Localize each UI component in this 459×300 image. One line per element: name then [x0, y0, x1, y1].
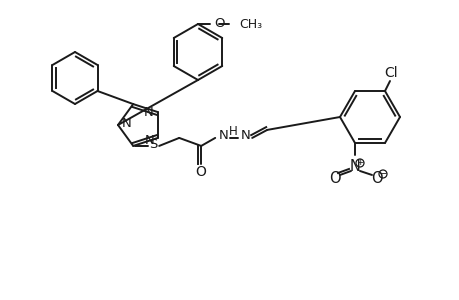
Text: −: −: [378, 169, 386, 179]
Text: N: N: [122, 116, 131, 130]
Text: N: N: [144, 106, 153, 118]
Text: O: O: [194, 165, 205, 179]
Text: N: N: [218, 129, 228, 142]
Text: O: O: [329, 172, 340, 187]
Text: N: N: [145, 134, 155, 147]
Text: S: S: [149, 138, 157, 152]
Text: O: O: [213, 16, 224, 29]
Text: H: H: [229, 125, 237, 138]
Text: +: +: [355, 158, 363, 167]
Text: N: N: [240, 129, 250, 142]
Text: N: N: [349, 160, 360, 175]
Text: O: O: [370, 172, 382, 187]
Text: Cl: Cl: [383, 66, 397, 80]
Text: CH₃: CH₃: [239, 17, 262, 31]
